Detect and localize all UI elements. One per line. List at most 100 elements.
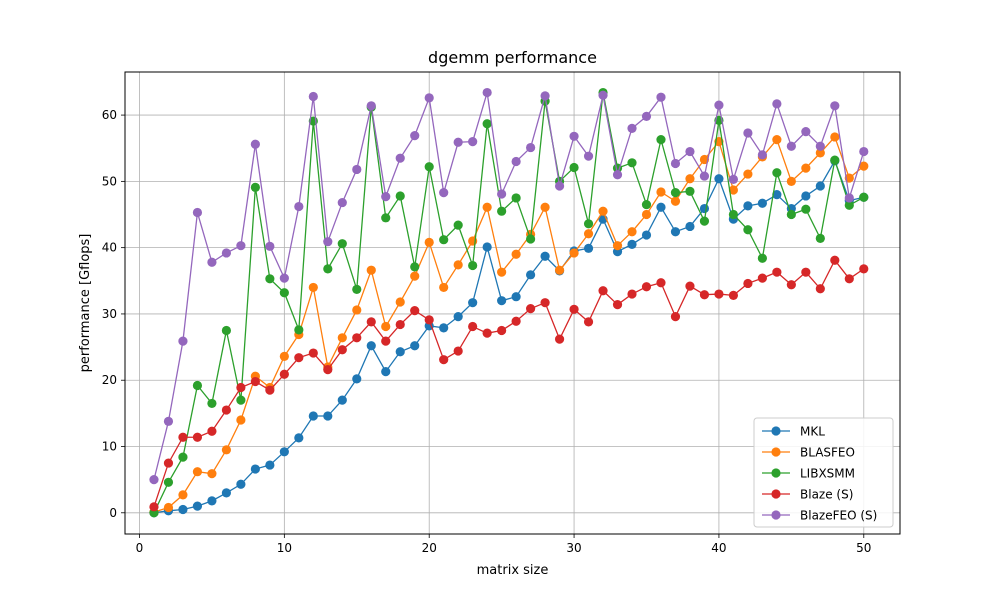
data-point-blaze-s bbox=[221, 405, 232, 415]
data-point-blazefeo-s bbox=[178, 336, 188, 346]
data-point-blaze-s bbox=[569, 304, 579, 314]
data-point-mkl bbox=[410, 341, 420, 351]
data-point-libxsmm bbox=[526, 234, 536, 244]
data-point-blaze-s bbox=[859, 264, 869, 274]
y-tick-label: 30 bbox=[102, 307, 117, 321]
data-point-mkl bbox=[236, 479, 246, 489]
data-point-blaze-s bbox=[308, 348, 318, 358]
data-point-blazefeo-s bbox=[366, 101, 376, 111]
data-point-libxsmm bbox=[801, 204, 811, 214]
data-point-mkl bbox=[656, 202, 666, 212]
data-point-mkl bbox=[526, 270, 536, 280]
x-tick-label: 30 bbox=[566, 541, 581, 555]
y-tick-label: 60 bbox=[102, 108, 117, 122]
data-point-libxsmm bbox=[439, 235, 449, 245]
data-point-libxsmm bbox=[337, 239, 347, 249]
data-point-blazefeo-s bbox=[323, 237, 333, 247]
data-point-libxsmm bbox=[453, 220, 463, 230]
chart-title: dgemm performance bbox=[428, 48, 597, 67]
y-tick-label: 40 bbox=[102, 241, 117, 255]
data-point-libxsmm bbox=[424, 162, 434, 172]
data-point-blazefeo-s bbox=[468, 136, 478, 147]
data-point-blasfeo bbox=[786, 176, 796, 186]
data-point-mkl bbox=[714, 174, 724, 184]
data-point-libxsmm bbox=[352, 284, 362, 295]
data-point-blaze-s bbox=[265, 385, 275, 395]
data-point-blasfeo bbox=[279, 351, 289, 361]
data-point-blazefeo-s bbox=[497, 189, 507, 199]
data-point-libxsmm bbox=[482, 119, 492, 129]
data-point-blasfeo bbox=[772, 135, 782, 145]
data-point-libxsmm bbox=[685, 186, 695, 196]
data-point-blaze-s bbox=[772, 267, 782, 277]
data-point-blaze-s bbox=[540, 298, 550, 308]
data-point-blasfeo bbox=[482, 202, 492, 212]
data-point-blazefeo-s bbox=[236, 241, 246, 251]
data-point-libxsmm bbox=[641, 199, 652, 210]
data-point-blasfeo bbox=[337, 333, 347, 343]
data-point-mkl bbox=[641, 230, 652, 240]
data-point-blasfeo bbox=[598, 206, 608, 216]
data-point-blaze-s bbox=[511, 316, 521, 326]
data-point-blazefeo-s bbox=[526, 142, 536, 153]
data-point-blazefeo-s bbox=[192, 207, 203, 218]
data-point-mkl bbox=[743, 201, 753, 211]
data-point-mkl bbox=[366, 341, 376, 351]
legend: MKL BLASFEO LIBXSMM Blaze (S) BlazeFEO (S) bbox=[753, 417, 894, 528]
data-point-blazefeo-s bbox=[641, 111, 652, 122]
data-point-libxsmm bbox=[294, 325, 304, 335]
data-point-blasfeo bbox=[410, 271, 420, 281]
data-point-mkl bbox=[294, 433, 304, 443]
data-point-blazefeo-s bbox=[540, 91, 550, 101]
data-point-blazefeo-s bbox=[743, 128, 753, 138]
data-point-blaze-s bbox=[656, 278, 666, 288]
data-point-blaze-s bbox=[468, 321, 478, 332]
data-point-blazefeo-s bbox=[453, 137, 463, 147]
data-point-blasfeo bbox=[178, 490, 188, 500]
x-tick-label: 10 bbox=[277, 541, 292, 555]
data-point-blazefeo-s bbox=[714, 100, 724, 110]
data-point-blaze-s bbox=[786, 280, 796, 290]
data-point-blazefeo-s bbox=[308, 91, 318, 102]
y-tick-label: 10 bbox=[102, 440, 117, 454]
data-point-blazefeo-s bbox=[381, 192, 391, 202]
data-point-blazefeo-s bbox=[250, 139, 260, 149]
data-point-libxsmm bbox=[670, 188, 681, 198]
data-point-blasfeo bbox=[830, 132, 840, 142]
data-point-blasfeo bbox=[163, 502, 174, 513]
data-point-blaze-s bbox=[583, 317, 594, 327]
data-point-blazefeo-s bbox=[757, 150, 767, 160]
data-point-blasfeo bbox=[511, 249, 521, 259]
data-point-mkl bbox=[381, 367, 391, 377]
data-point-blasfeo bbox=[207, 469, 217, 479]
legend-marker-libxsmm bbox=[771, 468, 781, 478]
data-point-mkl bbox=[511, 292, 521, 302]
data-point-blaze-s bbox=[830, 255, 840, 265]
data-point-libxsmm bbox=[511, 193, 521, 203]
data-point-libxsmm bbox=[221, 325, 232, 336]
data-point-mkl bbox=[757, 198, 767, 208]
data-point-blasfeo bbox=[308, 282, 318, 293]
data-point-blasfeo bbox=[192, 467, 203, 477]
data-point-blazefeo-s bbox=[699, 171, 710, 181]
data-point-blaze-s bbox=[743, 278, 753, 289]
data-point-blaze-s bbox=[439, 355, 449, 365]
data-point-blaze-s bbox=[844, 274, 854, 284]
data-point-mkl bbox=[583, 243, 594, 253]
data-point-mkl bbox=[207, 496, 217, 506]
legend-label-blazefeo-s: BlazeFEO (S) bbox=[800, 509, 877, 523]
data-point-libxsmm bbox=[207, 398, 217, 409]
data-point-blasfeo bbox=[685, 174, 695, 184]
data-point-libxsmm bbox=[743, 225, 753, 235]
data-point-mkl bbox=[265, 460, 275, 470]
data-point-libxsmm bbox=[279, 288, 289, 298]
data-point-libxsmm bbox=[815, 233, 825, 243]
data-point-libxsmm bbox=[381, 213, 391, 223]
data-point-blasfeo bbox=[801, 163, 811, 173]
data-point-mkl bbox=[337, 395, 347, 405]
data-point-blasfeo bbox=[583, 229, 594, 239]
data-point-blaze-s bbox=[207, 426, 217, 436]
data-point-libxsmm bbox=[468, 260, 478, 271]
data-point-blaze-s bbox=[627, 289, 637, 299]
data-point-mkl bbox=[772, 190, 782, 200]
